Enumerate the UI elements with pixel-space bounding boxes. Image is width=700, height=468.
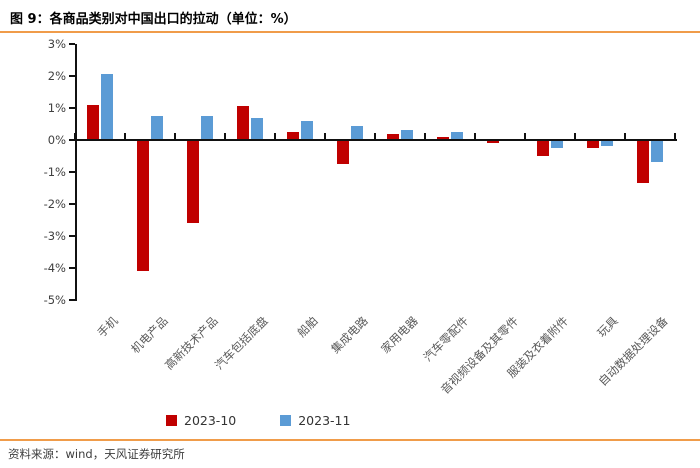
y-axis-tick bbox=[69, 267, 75, 269]
bar-2023-11 bbox=[651, 140, 663, 163]
x-axis-tick bbox=[224, 133, 226, 139]
x-axis-label: 机电产品 bbox=[128, 313, 171, 357]
x-axis-tick bbox=[274, 133, 276, 139]
y-axis-label: -3% bbox=[43, 229, 66, 243]
bar-2023-10 bbox=[137, 140, 149, 272]
source-note: 资料来源：wind，天风证券研究所 bbox=[8, 447, 185, 461]
x-axis-label: 船舶 bbox=[294, 313, 321, 340]
bar-2023-11 bbox=[301, 120, 313, 140]
bottom-divider bbox=[0, 439, 700, 441]
y-axis-label: 1% bbox=[47, 101, 66, 115]
legend-label-2023-10: 2023-10 bbox=[184, 413, 237, 428]
x-axis-label: 家用电器 bbox=[378, 313, 421, 357]
legend-item-2023-10: 2023-10 bbox=[166, 413, 236, 428]
legend-label-2023-11: 2023-11 bbox=[298, 413, 351, 428]
bar-2023-10 bbox=[287, 132, 299, 140]
x-axis-tick bbox=[624, 133, 626, 139]
x-axis-tick bbox=[124, 133, 126, 139]
bar-2023-10 bbox=[87, 104, 99, 140]
bar-2023-10 bbox=[587, 140, 599, 148]
bar-2023-11 bbox=[201, 116, 213, 140]
x-axis-tick bbox=[574, 133, 576, 139]
bar-2023-10 bbox=[337, 140, 349, 164]
top-divider bbox=[0, 31, 700, 33]
x-axis-line bbox=[73, 139, 677, 141]
bar-2023-11 bbox=[401, 130, 413, 140]
y-axis-tick bbox=[69, 203, 75, 205]
x-axis-label: 高新技术产品 bbox=[161, 313, 221, 373]
y-axis-line bbox=[75, 44, 77, 301]
y-axis-tick bbox=[69, 75, 75, 77]
x-axis-tick bbox=[674, 133, 676, 139]
bar-2023-11 bbox=[151, 116, 163, 140]
y-axis-label: -2% bbox=[43, 197, 66, 211]
x-axis-tick bbox=[424, 133, 426, 139]
bar-2023-11 bbox=[601, 140, 613, 147]
bar-2023-10 bbox=[187, 140, 199, 224]
figure-title: 图 9：各商品类别对中国出口的拉动（单位：%） bbox=[10, 12, 297, 27]
x-axis-tick bbox=[74, 133, 76, 139]
bar-2023-11 bbox=[251, 117, 263, 140]
x-axis-label: 汽车包括底盘 bbox=[211, 313, 271, 373]
bar-2023-10 bbox=[537, 140, 549, 156]
y-axis-tick bbox=[69, 107, 75, 109]
legend-swatch-red bbox=[166, 415, 177, 426]
plot-area: 3% 2% 1% 0% -1% -2% -3% -4% -5% 手机 机电产品 高新技术产品 汽车包括底… bbox=[43, 37, 677, 397]
legend-item-2023-11: 2023-11 bbox=[280, 413, 350, 428]
bar-2023-11 bbox=[451, 132, 463, 140]
y-axis-label: 3% bbox=[47, 37, 66, 51]
bar-2023-10 bbox=[637, 140, 649, 184]
chart-legend: 2023-10 2023-11 bbox=[166, 413, 350, 428]
y-axis-tick bbox=[69, 299, 75, 301]
bar-2023-11 bbox=[101, 74, 113, 140]
bar-2023-10 bbox=[237, 106, 249, 140]
x-axis-tick bbox=[524, 133, 526, 139]
y-axis-tick bbox=[69, 235, 75, 237]
y-axis-label: 2% bbox=[47, 69, 66, 83]
x-axis-label: 汽车零配件 bbox=[420, 313, 471, 365]
bar-2023-10 bbox=[487, 140, 499, 144]
y-axis-tick bbox=[69, 139, 75, 141]
x-axis-label: 玩具 bbox=[594, 313, 621, 340]
y-axis-label: 0% bbox=[47, 133, 66, 147]
y-axis-label: -1% bbox=[43, 165, 66, 179]
x-axis-tick bbox=[374, 133, 376, 139]
x-axis-label: 手机 bbox=[94, 313, 121, 340]
y-axis-tick bbox=[69, 171, 75, 173]
y-axis-label: -5% bbox=[43, 293, 66, 307]
legend-swatch-blue bbox=[280, 415, 292, 426]
x-axis-label: 集成电路 bbox=[328, 313, 371, 357]
y-axis-tick bbox=[69, 43, 75, 45]
x-axis-tick bbox=[174, 133, 176, 139]
y-axis-label: -4% bbox=[43, 261, 66, 275]
bar-2023-10 bbox=[437, 136, 449, 140]
x-axis-tick bbox=[474, 133, 476, 139]
bar-2023-10 bbox=[387, 133, 399, 140]
x-axis-tick bbox=[324, 133, 326, 139]
bar-2023-11 bbox=[351, 125, 363, 140]
bar-2023-11 bbox=[551, 140, 563, 148]
